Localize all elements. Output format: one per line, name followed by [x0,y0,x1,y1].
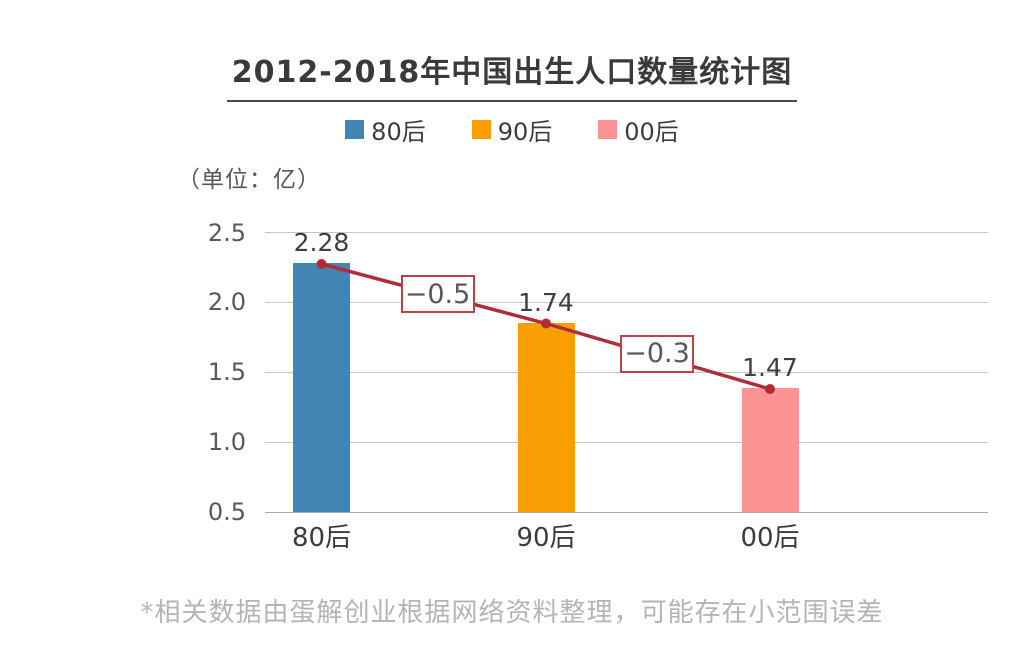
difference-annotation: −0.5 [400,275,475,313]
legend-item-90hou: 90后 [471,112,553,147]
gridline [265,441,988,443]
legend-swatch-00hou-icon [598,120,618,139]
x-axis-line [265,511,988,513]
gridline [265,301,988,303]
trend-point [765,384,775,394]
title-row: 2012-2018年中国出生人口数量统计图 [0,47,1024,102]
difference-annotation: −0.3 [620,334,694,373]
bar-90后 [517,322,575,512]
y-tick-label: 2.0 [207,288,246,317]
y-tick-label: 2.5 [207,218,246,247]
x-axis-label-90后: 90后 [516,523,576,553]
legend-label-00hou: 00后 [624,118,679,146]
legend-swatch-90hou-icon [471,120,491,139]
bar-80后 [293,263,350,512]
y-tick-label: 1.0 [207,428,246,457]
legend-label-80hou: 80后 [371,118,426,146]
footnote: *相关数据由蛋解创业根据网络资料整理，可能存在小范围误差 [140,598,884,628]
legend-item-80hou: 80后 [345,112,426,147]
unit-label: （单位：亿） [177,167,321,193]
bar-value-label: 2.28 [293,228,350,257]
y-tick-label: 0.5 [207,498,246,526]
x-axis-label-00后: 00后 [740,523,800,553]
bar-value-label: 1.74 [518,287,574,317]
legend-swatch-80hou-icon [345,120,365,139]
legend: 80后 90后 00后 [0,112,1024,147]
gridline [265,232,988,233]
y-tick-label: 1.5 [207,358,246,387]
bar-value-label: 1.47 [742,353,798,382]
page-title: 2012-2018年中国出生人口数量统计图 [226,47,798,102]
legend-item-00hou: 00后 [598,112,679,147]
trend-point [316,259,327,269]
legend-label-90hou: 90后 [497,118,553,146]
bar-00后 [741,388,799,512]
x-axis-label-80后: 80后 [291,523,352,553]
trend-point [541,318,551,329]
